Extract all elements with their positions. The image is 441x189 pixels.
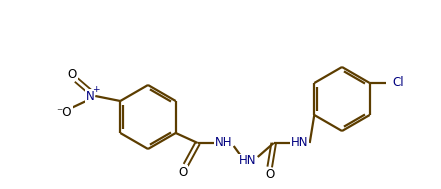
Text: Cl: Cl bbox=[392, 77, 404, 90]
Text: O: O bbox=[67, 67, 77, 81]
Text: O: O bbox=[178, 166, 187, 178]
Text: ⁻O: ⁻O bbox=[56, 105, 72, 119]
Text: HN: HN bbox=[239, 154, 257, 167]
Text: +: + bbox=[93, 85, 100, 94]
Text: O: O bbox=[265, 169, 274, 181]
Text: NH: NH bbox=[215, 136, 232, 149]
Text: N: N bbox=[86, 90, 95, 102]
Text: HN: HN bbox=[291, 136, 308, 149]
